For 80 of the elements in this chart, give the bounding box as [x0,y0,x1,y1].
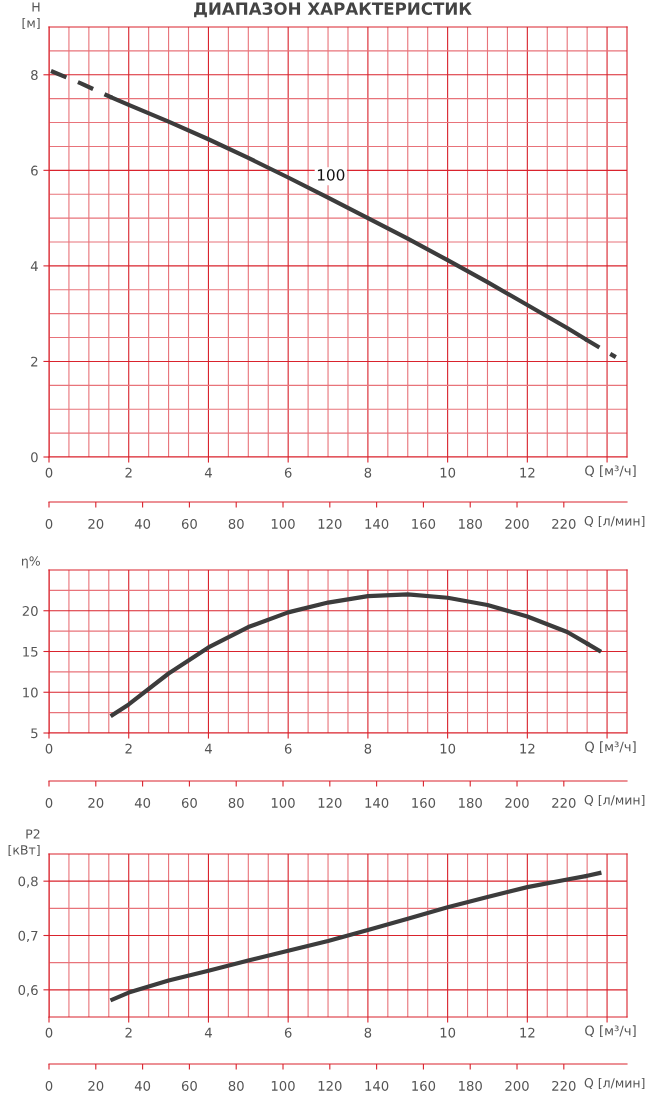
x2-tick-label: 40 [134,797,151,808]
x2-tick-label: 0 [45,1080,53,1091]
x2-tick-label: 20 [88,797,104,808]
x-tick-label: 10 [440,743,456,754]
y-tick-label: 0,7 [18,930,38,943]
x2-tick-label: 140 [365,797,389,808]
x-tick-label: 4 [204,467,212,478]
x2-tick-label: 40 [134,518,151,529]
x2-tick-label: 180 [459,518,482,529]
x-tick-label: 0 [45,1027,53,1038]
x-tick-label: 8 [364,467,372,478]
y-tick-label: 15 [23,646,38,657]
x2-tick-label: 160 [412,1080,436,1091]
x2-tick-label: 220 [552,797,576,808]
y-tick-label: 8 [31,70,38,80]
y-axis-title: H [м] [22,2,40,30]
x2-axis-title: Q [л/мин] [584,794,645,807]
x-axis-title: Q [м³/ч] [585,1025,636,1038]
x2-tick-label: 0 [45,797,53,808]
x2-tick-label: 40 [134,1080,151,1091]
x-tick-label: 8 [364,1027,372,1038]
x-tick-label: 2 [125,743,132,754]
y-tick-label: 0 [31,452,38,463]
x2-tick-label: 180 [459,797,482,808]
x2-tick-label: 200 [505,797,529,808]
x-tick-label: 2 [125,1027,132,1038]
x2-tick-label: 120 [318,797,342,808]
x2-tick-label: 140 [365,518,389,529]
x2-axis-title: Q [л/мин] [584,1077,645,1090]
x-tick-label: 4 [204,743,212,754]
x-tick-label: 6 [284,467,292,478]
series-label: 100 [317,169,345,181]
y-axis-title: η% [22,556,40,569]
y-tick-label: 10 [23,687,38,698]
x2-tick-label: 140 [365,1080,389,1091]
x2-tick-label: 60 [181,518,197,529]
x2-tick-label: 120 [318,518,342,529]
x2-tick-label: 220 [552,1080,576,1091]
x-tick-label: 8 [364,743,372,754]
x2-tick-label: 180 [459,1080,482,1091]
x2-tick-label: 100 [271,518,295,529]
x-tick-label: 0 [45,743,53,754]
x2-tick-label: 60 [181,1080,197,1091]
x2-tick-label: 200 [505,1080,529,1091]
x2-tick-label: 120 [318,1080,342,1091]
x2-tick-label: 220 [552,518,576,529]
x2-tick-label: 200 [505,518,529,529]
x-tick-label: 12 [520,1027,535,1038]
y-tick-label: 0,6 [18,985,38,997]
x-tick-label: 12 [520,743,535,754]
x2-tick-label: 160 [412,797,436,808]
x2-tick-label: 80 [228,1080,244,1091]
x-axis-title: Q [м³/ч] [585,465,636,478]
x-tick-label: 12 [520,467,535,478]
y-axis-title: P2 [кВт] [8,829,40,857]
x2-tick-label: 80 [228,518,244,529]
x2-tick-label: 80 [228,797,244,808]
x-tick-label: 10 [440,467,456,478]
x-tick-label: 4 [204,1027,212,1038]
y-tick-label: 6 [31,165,38,176]
y-tick-label: 5 [31,728,38,739]
y-tick-label: 2 [31,356,38,367]
x2-axis-title: Q [л/мин] [584,515,645,528]
x-tick-label: 2 [125,467,132,478]
chart-title: ДИАПАЗОН ХАРАКТЕРИСТИК [194,2,472,18]
x2-tick-label: 20 [88,518,104,529]
y-tick-label: 0,8 [18,876,38,888]
x2-tick-label: 0 [45,518,53,529]
x2-tick-label: 160 [412,518,436,529]
x2-tick-label: 100 [271,797,295,808]
x-axis-title: Q [м³/ч] [585,741,636,754]
x2-tick-label: 60 [181,797,197,808]
x2-tick-label: 20 [88,1080,104,1091]
y-tick-label: 20 [22,605,38,616]
y-tick-label: 4 [30,261,38,271]
x-tick-label: 10 [440,1027,456,1038]
x2-tick-label: 100 [271,1080,295,1091]
x-tick-label: 0 [45,467,53,478]
x-tick-label: 6 [284,743,292,754]
x-tick-label: 6 [284,1027,292,1038]
